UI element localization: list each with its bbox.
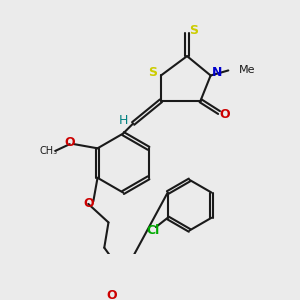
Text: O: O: [220, 108, 230, 121]
Text: Me: Me: [238, 65, 255, 75]
Text: H: H: [118, 114, 128, 127]
Text: CH₃: CH₃: [40, 146, 58, 156]
Text: Cl: Cl: [146, 224, 159, 237]
Text: N: N: [212, 66, 223, 79]
Text: O: O: [64, 136, 75, 149]
Text: O: O: [106, 289, 117, 300]
Text: S: S: [148, 66, 157, 79]
Text: S: S: [189, 23, 198, 37]
Text: O: O: [83, 197, 94, 210]
